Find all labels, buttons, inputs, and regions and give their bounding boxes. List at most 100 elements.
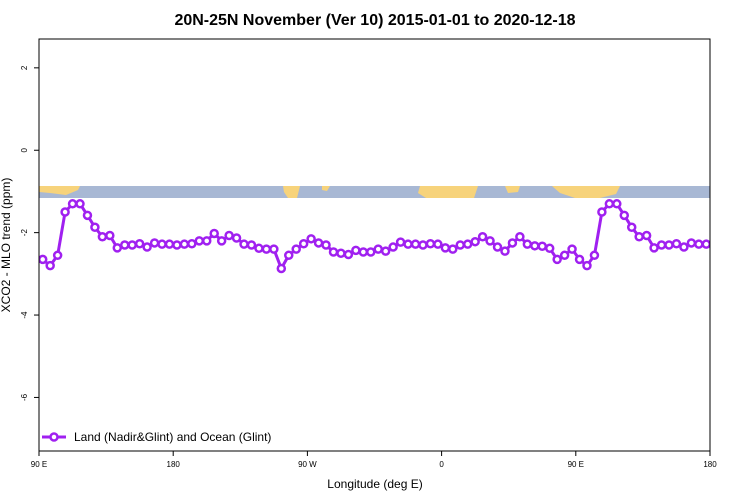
land-mass	[39, 186, 80, 195]
data-point	[664, 240, 674, 250]
data-point	[269, 244, 279, 254]
y-axis: 2 0 -2 -4 -6	[20, 65, 39, 401]
data-point	[485, 236, 495, 246]
data-point	[641, 230, 652, 241]
land-mass	[505, 186, 520, 193]
x-tick-label: 0	[439, 460, 444, 469]
data-point	[433, 239, 443, 249]
data-point	[522, 239, 533, 249]
data-point	[239, 239, 249, 249]
data-point	[343, 249, 354, 260]
data-point	[246, 240, 257, 250]
data-point	[321, 240, 331, 250]
data-point	[701, 239, 710, 249]
data-point	[582, 260, 592, 271]
data-point	[373, 244, 383, 254]
data-point	[298, 239, 309, 249]
data-point	[388, 242, 398, 252]
data-point	[82, 210, 93, 221]
data-point	[164, 239, 175, 249]
data-point	[604, 199, 615, 209]
data-point	[60, 207, 70, 217]
data-point	[530, 241, 540, 251]
series-layer	[39, 199, 710, 274]
data-point	[134, 239, 145, 249]
data-point	[403, 239, 413, 249]
data-point	[276, 263, 287, 274]
data-point	[634, 232, 644, 242]
data-point	[52, 250, 63, 261]
y-axis-label: XCO2 - MLO trend (ppm)	[0, 178, 13, 313]
x-tick-label: 90 E	[31, 460, 47, 469]
data-point	[455, 240, 465, 250]
data-point	[291, 244, 301, 254]
data-point	[224, 230, 234, 241]
data-point	[313, 238, 324, 248]
data-point	[656, 240, 667, 250]
data-point	[515, 232, 525, 242]
data-point	[567, 244, 577, 254]
data-point	[231, 233, 242, 243]
land-mass	[552, 186, 620, 198]
data-point	[462, 239, 473, 249]
y-tick-label: -6	[20, 393, 29, 401]
data-point	[119, 240, 130, 250]
data-point	[574, 254, 585, 265]
x-tick-label: 180	[167, 460, 181, 469]
data-point	[157, 239, 167, 249]
data-point	[39, 254, 48, 265]
data-point	[477, 232, 488, 242]
data-point	[470, 236, 480, 247]
data-point	[440, 243, 451, 253]
data-point	[328, 247, 339, 257]
y-tick-label: -2	[20, 229, 29, 237]
data-point	[507, 238, 518, 248]
data-point	[500, 246, 510, 256]
data-point	[626, 222, 637, 233]
data-point	[105, 230, 115, 241]
x-tick-label: 180	[703, 460, 717, 469]
data-point	[671, 239, 682, 249]
data-point	[216, 236, 227, 246]
data-point	[649, 243, 659, 253]
data-point	[75, 199, 85, 209]
x-tick-label: 90 W	[298, 460, 317, 469]
data-point	[492, 242, 503, 252]
legend-label: Land (Nadir&Glint) and Ocean (Glint)	[74, 430, 271, 444]
data-point	[261, 244, 272, 254]
data-point	[90, 222, 100, 233]
data-point	[552, 254, 562, 265]
data-point	[336, 248, 346, 258]
data-point	[619, 210, 630, 221]
data-point	[559, 250, 570, 261]
data-point	[172, 240, 182, 250]
data-point	[366, 247, 376, 257]
map-land	[39, 186, 620, 198]
y-tick-label: -4	[20, 311, 29, 319]
map-ocean	[39, 186, 710, 198]
data-point	[97, 232, 108, 242]
data-point	[142, 242, 152, 252]
data-point	[351, 245, 361, 256]
x-axis-label: Longitude (deg E)	[327, 477, 422, 491]
data-point	[686, 238, 697, 248]
land-mass	[418, 186, 478, 198]
data-point	[410, 239, 421, 249]
data-point	[694, 239, 704, 249]
data-point	[679, 242, 689, 252]
data-point	[187, 239, 197, 249]
y-tick-label: 2	[20, 65, 29, 70]
x-tick-label: 90 E	[568, 460, 584, 469]
data-point	[67, 199, 78, 209]
land-mass	[283, 186, 300, 198]
data-point	[537, 241, 547, 251]
x-axis: 90 E 180 90 W 0 90 E 180	[31, 451, 717, 469]
data-point	[418, 240, 428, 250]
legend: Land (Nadir&Glint) and Ocean (Glint)	[42, 430, 271, 444]
y-tick-label: 0	[20, 147, 29, 152]
data-point	[194, 236, 205, 246]
data-point	[358, 247, 369, 257]
series-line	[41, 202, 707, 270]
map-strip	[39, 186, 710, 198]
data-point	[112, 243, 123, 253]
